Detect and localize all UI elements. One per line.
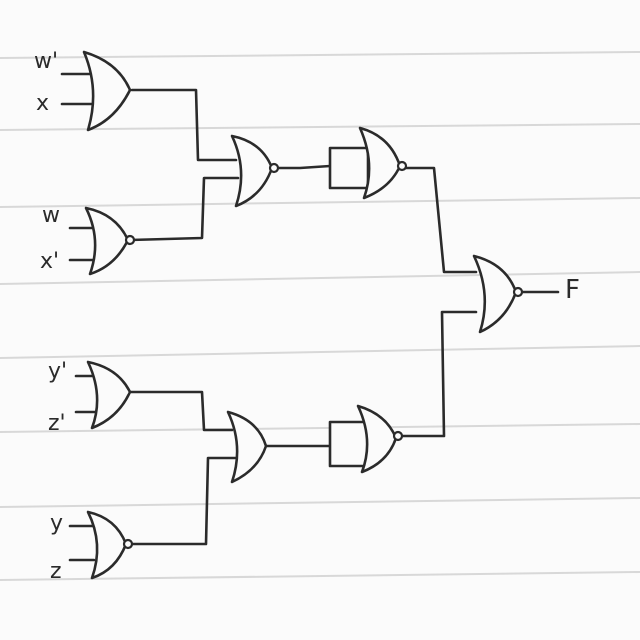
g9-bubble	[512, 286, 524, 298]
or-gate-wx	[82, 50, 132, 132]
nor-gate-bottom	[356, 404, 398, 474]
or-gate-middle-top	[230, 134, 274, 208]
label-x: x	[36, 91, 49, 116]
nor-gate-output	[472, 254, 518, 334]
label-w-prime: w'	[34, 49, 58, 74]
nor-gate-yz	[86, 510, 128, 580]
label-w: w	[42, 203, 60, 228]
label-y-prime: y'	[48, 359, 67, 384]
nor-gate-top	[358, 126, 402, 200]
g4-box	[328, 146, 370, 190]
or-gate-wprimex	[84, 206, 130, 276]
label-output-f: F	[565, 275, 580, 305]
or-gate-middle-bottom	[226, 410, 268, 484]
label-z: z	[50, 559, 62, 584]
label-z-prime: z'	[48, 411, 66, 436]
label-x-prime: x'	[40, 249, 59, 274]
g8-bubble	[392, 430, 404, 442]
g6-bubble	[122, 538, 134, 550]
g4-bubble	[396, 160, 408, 172]
wires	[60, 72, 560, 562]
label-y: y	[50, 511, 63, 536]
paper-rules	[0, 51, 640, 581]
or-gate-yprimezprime	[86, 360, 132, 430]
g3-bubble	[268, 162, 280, 174]
g8-box	[328, 420, 370, 468]
g2-bubble	[124, 234, 136, 246]
